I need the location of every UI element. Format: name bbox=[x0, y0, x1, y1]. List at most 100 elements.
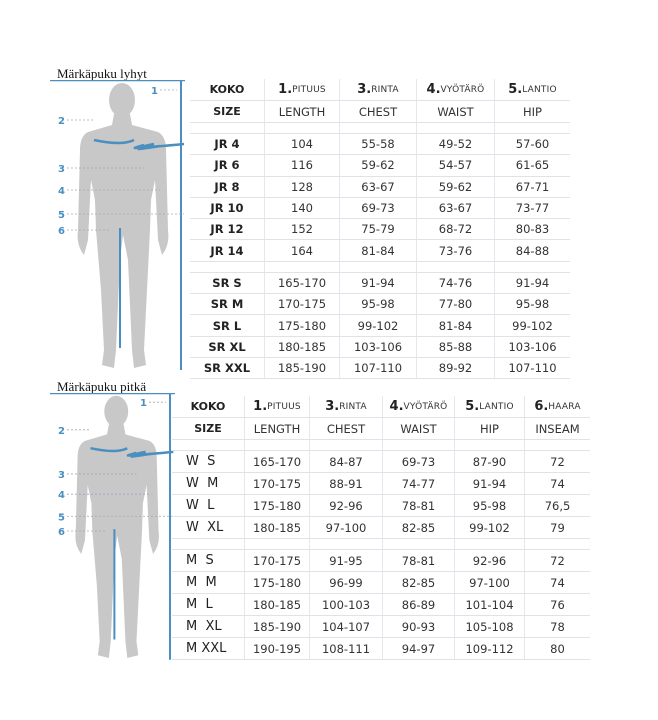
measure-label-2: 2 bbox=[58, 426, 65, 437]
measure-label-3: 3 bbox=[58, 470, 65, 481]
column-number: 1. bbox=[253, 399, 268, 414]
column-subheader: LENGTH bbox=[245, 418, 310, 439]
measurement-cell: 105-108 bbox=[455, 616, 525, 637]
head bbox=[109, 83, 135, 117]
empty-cell bbox=[172, 539, 245, 549]
table-row: W S 165-170 84-87 69-73 87-90 72 bbox=[172, 451, 590, 473]
measurement-cell: 59-62 bbox=[417, 176, 495, 197]
empty-cell bbox=[383, 440, 455, 450]
measurement-cell: 81-84 bbox=[340, 240, 417, 261]
measurement-cell: 95-98 bbox=[340, 294, 417, 315]
hip-measure-ring bbox=[141, 142, 185, 149]
measurement-cell: 68-72 bbox=[417, 219, 495, 240]
column-header: 1. PITUUS bbox=[265, 79, 340, 100]
column-number: 5. bbox=[508, 82, 523, 97]
size-cell: M S bbox=[172, 550, 245, 571]
measurement-cell: 95-98 bbox=[455, 495, 525, 516]
measurement-cell: 164 bbox=[265, 240, 340, 261]
column-number: 3. bbox=[357, 82, 372, 97]
empty-cell bbox=[190, 123, 265, 133]
column-number: 4. bbox=[426, 82, 441, 97]
table-row: SR S 165-170 91-94 74-76 91-94 bbox=[190, 272, 570, 295]
measurement-cell: 91-95 bbox=[310, 550, 383, 571]
measurement-cell: 95-98 bbox=[515, 297, 550, 312]
measure-label-1: 1 bbox=[140, 398, 147, 409]
header-row: KOKO 1. PITUUS 3. RINTA 4. VYÖTÄRÖ 5. LANTIO 6. HA… bbox=[172, 396, 590, 418]
short-suit-size-table: KOKO 1. PITUUS 3. RINTA 4. VYÖTÄRÖ 5. LANTIO SIZE… bbox=[190, 79, 570, 380]
empty-cell bbox=[525, 539, 590, 549]
measurement-cell: 54-57 bbox=[417, 155, 495, 176]
measure-label-6: 6 bbox=[58, 226, 65, 237]
measurement-cell: 74 bbox=[550, 476, 565, 491]
column-header-label: PITUUS bbox=[267, 401, 301, 412]
measurement-cell: 82-85 bbox=[383, 572, 455, 593]
measurement-cell: 108-111 bbox=[310, 638, 383, 659]
measurement-cell: 80 bbox=[550, 641, 565, 656]
size-cell: JR 14 bbox=[190, 240, 265, 261]
measurement-cell: 72 bbox=[550, 553, 565, 568]
measure-label-3: 3 bbox=[58, 164, 65, 175]
size-cell: SR M bbox=[190, 294, 265, 315]
column-subheader: SIZE bbox=[190, 101, 265, 122]
measurement-cell: 74-77 bbox=[383, 473, 455, 494]
measurement-cell: 79 bbox=[550, 520, 565, 535]
size-cell: M XXL bbox=[172, 638, 245, 659]
empty-cell bbox=[245, 539, 310, 549]
measurement-cell: 59-62 bbox=[340, 155, 417, 176]
table-row: SR XL 180-185 103-106 85-88 103-106 bbox=[190, 336, 570, 358]
body-measurement-figure: 1 2 3 4 5 6 bbox=[50, 393, 175, 660]
measurement-cell: 74 bbox=[550, 575, 565, 590]
empty-cell bbox=[190, 261, 265, 272]
measurement-cell: 152 bbox=[265, 219, 340, 240]
measurement-cell: 67-71 bbox=[515, 179, 550, 194]
measurement-cell: 91-94 bbox=[340, 272, 417, 294]
measurement-cell: 116 bbox=[265, 155, 340, 176]
measurement-cell: 81-84 bbox=[417, 315, 495, 336]
spacer-row bbox=[172, 539, 590, 550]
column-number: 4. bbox=[389, 399, 404, 414]
size-cell: SR XXL bbox=[190, 357, 265, 379]
column-subheader: HIP bbox=[455, 418, 525, 439]
table-row: JR 4 104 55-58 49-52 57-60 bbox=[190, 134, 570, 156]
measurement-cell: 92-96 bbox=[310, 495, 383, 516]
column-subheader: HIP bbox=[523, 104, 542, 119]
measurement-cell: 49-52 bbox=[417, 134, 495, 155]
table-row: W M 170-175 88-91 74-77 91-94 74 bbox=[172, 473, 590, 495]
measurement-cell: 78-81 bbox=[383, 495, 455, 516]
table-row: M L 180-185 100-103 86-89 101-104 76 bbox=[172, 594, 590, 616]
table-row: M XXL 190-195 108-111 94-97 109-112 80 bbox=[172, 638, 590, 660]
measure-label-4: 4 bbox=[58, 490, 65, 501]
measurement-cell: 97-100 bbox=[310, 517, 383, 538]
measurement-cell: 128 bbox=[265, 176, 340, 197]
empty-cell bbox=[383, 539, 455, 549]
measurement-cell: 75-79 bbox=[340, 219, 417, 240]
column-header: 4. VYÖTÄRÖ bbox=[383, 396, 455, 417]
measurement-cell: 63-67 bbox=[417, 197, 495, 219]
measurement-cell: 72 bbox=[550, 454, 565, 469]
measurement-cell: 87-90 bbox=[455, 451, 525, 472]
size-cell: JR 10 bbox=[190, 197, 265, 219]
measurement-cell: 89-92 bbox=[417, 357, 495, 379]
measure-label-5: 5 bbox=[58, 210, 65, 221]
column-header: 3. RINTA bbox=[340, 79, 417, 100]
measurement-cell: 109-112 bbox=[455, 638, 525, 659]
column-subheader: CHEST bbox=[310, 418, 383, 439]
size-cell: JR 4 bbox=[190, 134, 265, 155]
measurement-cell: 85-88 bbox=[417, 336, 495, 357]
measurement-cell: 91-94 bbox=[515, 275, 550, 290]
empty-cell bbox=[340, 261, 417, 272]
column-header-label: LANTIO bbox=[522, 84, 557, 95]
long-suit-size-table: KOKO 1. PITUUS 3. RINTA 4. VYÖTÄRÖ 5. LANTIO 6. HA… bbox=[172, 396, 590, 660]
measurement-cell: 99-102 bbox=[455, 517, 525, 538]
column-header: KOKO bbox=[190, 79, 265, 100]
size-cell: JR 12 bbox=[190, 219, 265, 240]
measurement-cell: 61-65 bbox=[515, 158, 550, 173]
measurement-cell: 91-94 bbox=[455, 473, 525, 494]
table-row: M S 170-175 91-95 78-81 92-96 72 bbox=[172, 550, 590, 572]
head bbox=[104, 395, 129, 428]
measure-label-6: 6 bbox=[58, 527, 65, 538]
measurement-cell: 190-195 bbox=[245, 638, 310, 659]
column-header-label: RINTA bbox=[339, 401, 367, 412]
body-measurement-figure: 1 2 3 4 5 6 bbox=[50, 80, 185, 370]
column-subheader: LENGTH bbox=[265, 101, 340, 122]
